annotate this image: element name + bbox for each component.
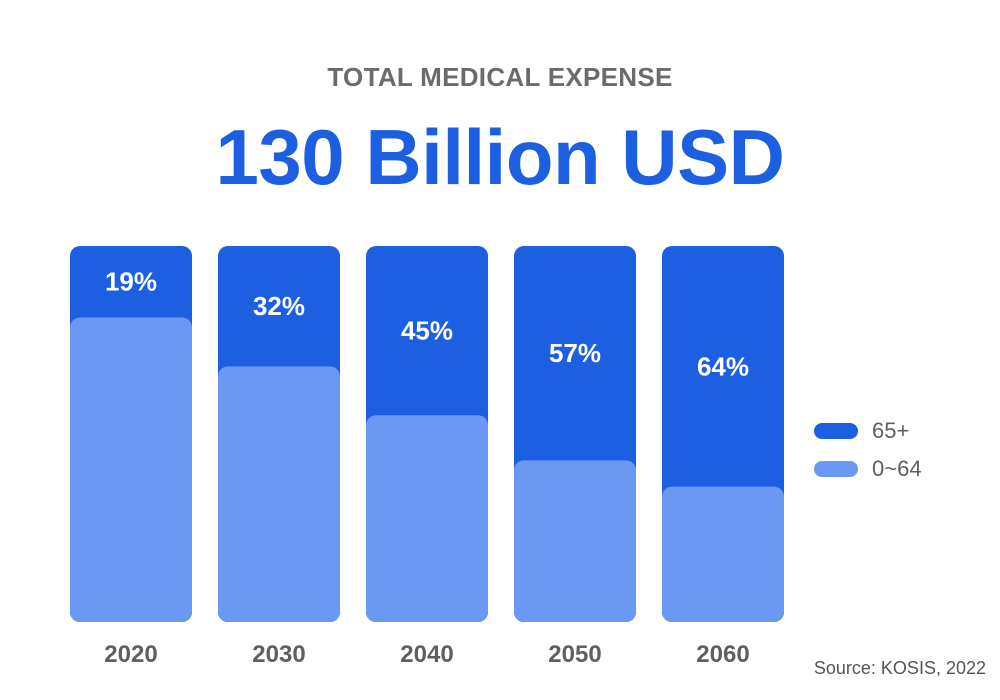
total-expense-headline: 130 Billion USD — [215, 113, 785, 201]
x-tick-2020: 2020 — [104, 641, 157, 668]
legend-swatch-0-64 — [814, 461, 858, 477]
x-tick-2040: 2040 — [400, 641, 453, 668]
bar-segment-0-64-2020 — [70, 317, 192, 622]
bar-label-2030: 32% — [253, 291, 305, 321]
bar-label-2040: 45% — [401, 316, 453, 346]
legend-item-0-64: 0~64 — [814, 450, 922, 488]
source-note: Source: KOSIS, 2022 — [813, 658, 986, 678]
bar-label-2050: 57% — [549, 338, 601, 368]
bar-label-2020: 19% — [105, 267, 157, 297]
x-tick-2060: 2060 — [696, 641, 749, 668]
legend: 65+ 0~64 — [814, 412, 922, 488]
bar-label-2060: 64% — [697, 351, 749, 381]
legend-label-65-plus: 65+ — [872, 418, 910, 443]
bar-segment-0-64-2030 — [218, 366, 340, 622]
chart-subtitle: TOTAL MEDICAL EXPENSE — [327, 62, 673, 92]
bar-segment-0-64-2050 — [514, 460, 636, 622]
bar-segment-0-64-2040 — [366, 415, 488, 622]
x-tick-2030: 2030 — [252, 641, 305, 668]
legend-swatch-65-plus — [814, 423, 858, 439]
legend-item-65-plus: 65+ — [814, 412, 922, 450]
x-tick-2050: 2050 — [548, 641, 601, 668]
bar-segment-0-64-2060 — [662, 486, 784, 622]
legend-label-0-64: 0~64 — [872, 456, 922, 481]
